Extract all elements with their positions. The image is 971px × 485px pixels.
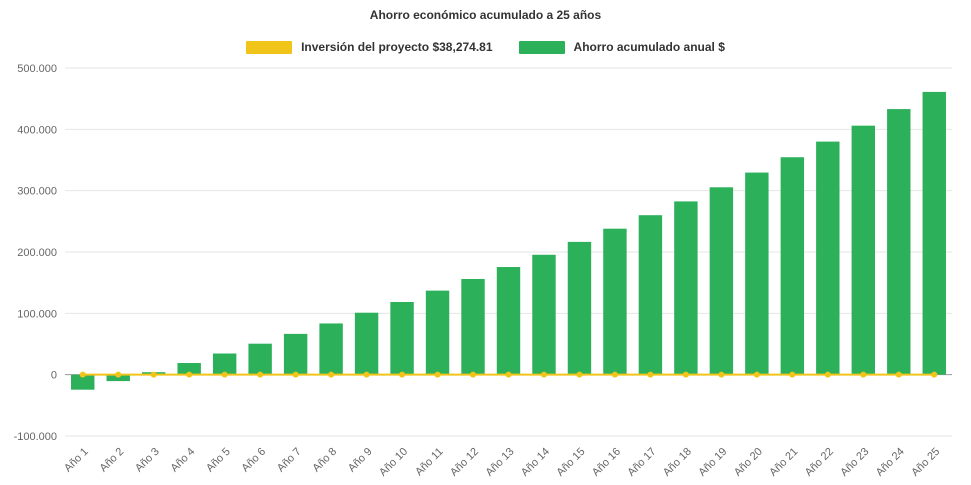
legend-item-savings[interactable]: Ahorro acumulado anual $ [518,40,725,54]
x-axis-label: Año 12 [448,446,481,479]
x-axis-label: Año 22 [803,446,836,479]
x-axis-label: Año 18 [661,446,694,479]
bar-year-16 [603,228,627,375]
investment-line-marker [221,371,228,378]
bar-year-17 [638,215,663,375]
x-axis-label: Año 13 [483,446,516,479]
bar-year-25 [922,91,946,375]
x-axis-label: Año 2 [98,446,127,475]
investment-line-marker [434,371,441,378]
y-axis-tick-label: 0 [51,370,57,382]
legend-label-savings: Ahorro acumulado anual $ [573,40,725,54]
bar-year-20 [745,172,769,375]
bar-year-21 [780,157,805,375]
investment-line-marker [611,371,618,378]
x-axis-label: Año 7 [275,446,304,475]
investment-line-marker [682,371,689,378]
investment-line-marker [150,371,157,378]
x-axis-label: Año 20 [732,446,765,479]
bar-year-24 [887,109,911,375]
x-axis-label: Año 1 [62,446,91,475]
investment-line-marker [399,371,406,378]
y-axis-tick-label: -100.000 [14,431,57,443]
investment-line-marker [860,371,867,378]
bar-year-13 [496,267,521,375]
investment-line-marker [931,371,938,378]
x-axis-label: Año 16 [590,446,623,479]
x-axis-label: Año 25 [909,446,942,479]
x-axis-label: Año 8 [310,446,339,475]
investment-line-marker [328,371,335,378]
y-axis-tick-label: 400.000 [17,124,57,136]
bar-year-6 [248,343,272,375]
bar-year-2 [106,374,130,382]
bar-year-12 [461,278,485,375]
bar-year-22 [816,141,840,375]
investment-line-marker [292,371,299,378]
bar-year-7 [283,333,308,375]
x-axis-label: Año 3 [133,446,162,475]
x-axis-label: Año 14 [519,446,552,479]
chart-title: Ahorro económico acumulado a 25 años [369,8,602,22]
investment-line-marker [753,371,760,378]
bar-year-8 [319,323,343,375]
bar-year-18 [674,201,698,375]
x-axis-label: Año 6 [239,446,268,475]
investment-line-marker [79,371,86,378]
x-axis-label: Año 23 [838,446,871,479]
savings-swatch-icon [518,40,565,54]
chart-legend: Inversión del proyecto $38,274.81 Ahorro… [0,40,971,54]
y-axis-tick-label: 500.000 [17,63,57,75]
y-axis-tick-label: 200.000 [17,247,57,259]
x-axis-label: Año 9 [346,446,375,475]
bar-year-23 [851,125,876,375]
bar-year-9 [354,312,379,375]
investment-line-marker [470,371,477,378]
bar-year-11 [425,290,450,375]
investment-line-marker [576,371,583,378]
x-axis-label: Año 4 [168,446,197,475]
investment-line-marker [824,371,831,378]
x-axis-label: Año 24 [874,446,907,479]
bar-year-15 [567,241,592,375]
investment-line-marker [895,371,902,378]
x-axis-label: Año 21 [767,446,800,479]
x-axis-label: Año 10 [377,446,410,479]
bar-year-10 [390,301,414,375]
investment-line-marker [257,371,264,378]
investment-line-marker [718,371,725,378]
x-axis-label: Año 19 [696,446,729,479]
x-axis-label: Año 15 [554,446,587,479]
investment-line-marker [540,371,547,378]
bar-year-14 [532,254,556,375]
legend-label-investment: Inversión del proyecto $38,274.81 [301,40,493,54]
investment-line-marker [363,371,370,378]
legend-item-investment[interactable]: Inversión del proyecto $38,274.81 [246,40,493,54]
x-axis-label: Año 17 [625,446,658,479]
investment-line-marker [647,371,654,378]
x-axis-label: Año 11 [413,446,446,479]
bar-year-19 [709,187,734,375]
bar-year-5 [212,353,237,375]
bar-year-1 [71,374,95,390]
investment-line-marker [789,371,796,378]
investment-line-marker [186,371,193,378]
investment-line-marker [115,371,122,378]
investment-line-marker [505,371,512,378]
investment-swatch-icon [246,40,293,54]
x-axis-label: Año 5 [204,446,233,475]
y-axis-tick-label: 100.000 [17,308,57,320]
bar-year-4 [177,363,201,375]
y-axis-tick-label: 300.000 [17,186,57,198]
